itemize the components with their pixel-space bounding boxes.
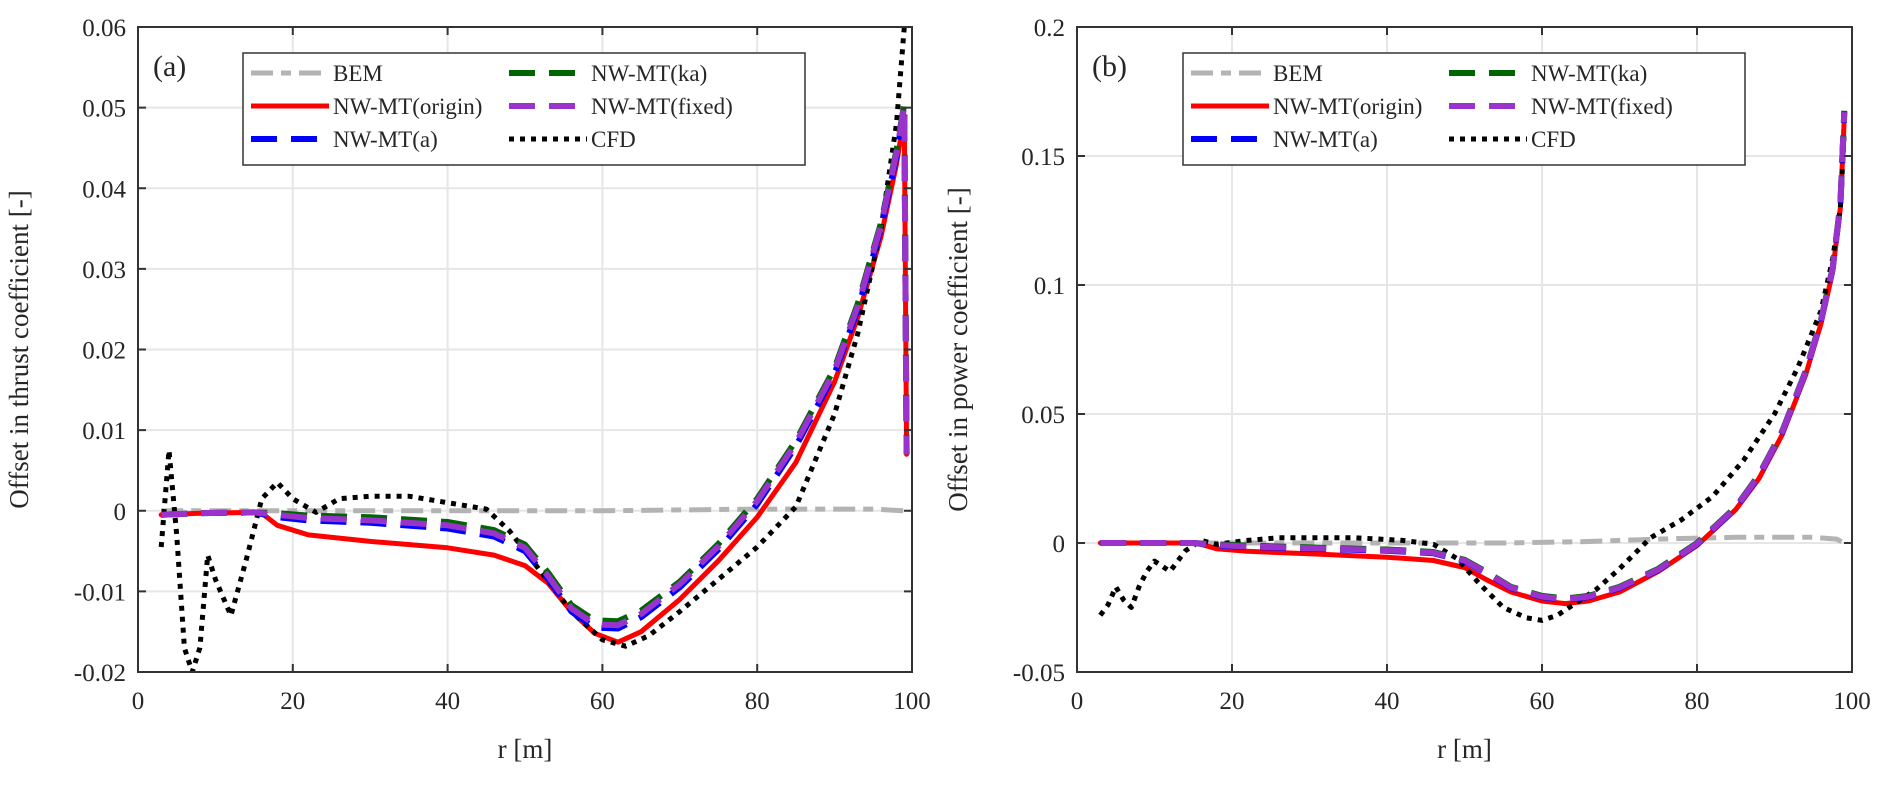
y-tick-label: 0.06 xyxy=(82,15,126,42)
legend-item-nw-mt-origin: NW-MT(origin) xyxy=(251,94,482,119)
series-group xyxy=(1097,110,1848,623)
x-tick-label: 0 xyxy=(1071,688,1084,715)
y-axis-label: Offset in thrust coefficient [-] xyxy=(4,190,34,508)
x-tick-label: 20 xyxy=(1220,688,1245,715)
x-axis-label: r [m] xyxy=(1437,734,1492,764)
series-line-cfd xyxy=(1098,130,1847,623)
legend-item-bem: BEM xyxy=(1191,61,1323,86)
legend-label: NW-MT(origin) xyxy=(333,94,482,119)
series-group xyxy=(158,27,910,672)
x-tick-label: 0 xyxy=(132,688,145,715)
series-line-nw-mt-origin xyxy=(1097,114,1847,607)
panel-label: (b) xyxy=(1092,50,1127,83)
series-line-nw-mt-ka xyxy=(161,100,910,625)
y-tick-labels: -0.02 -0.01 0 0.01 0.02 0.03 0.04 0.05 0.06 xyxy=(74,15,127,687)
legend-item-bem: BEM xyxy=(251,61,383,86)
x-tick-label: 60 xyxy=(590,688,615,715)
legend-label: BEM xyxy=(333,61,383,86)
legend-item-cfd: CFD xyxy=(509,127,636,152)
legend: BEM NW-MT(origin) NW-MT(a) NW-MT(ka) NW-MT(f… xyxy=(1182,52,1746,166)
series-line-nw-mt-fixed xyxy=(1100,111,1848,603)
panel-a: 0 20 40 60 80 100 -0.02 -0.01 0 0.01 0.02 0.03 0.04… xyxy=(4,15,931,764)
x-tick-label: 60 xyxy=(1530,688,1555,715)
x-tick-label: 40 xyxy=(435,688,460,715)
y-tick-label: -0.05 xyxy=(1013,660,1065,687)
series-line-bem xyxy=(1100,534,1846,546)
x-tick-label: 40 xyxy=(1375,688,1400,715)
legend-label: NW-MT(fixed) xyxy=(1531,94,1673,119)
legend-item-cfd: CFD xyxy=(1449,127,1576,152)
legend-label: BEM xyxy=(1273,61,1323,86)
legend-label: CFD xyxy=(1531,127,1576,152)
y-tick-label: 0.02 xyxy=(82,338,126,365)
tick-marks xyxy=(137,26,913,673)
y-tick-label: 0.01 xyxy=(82,418,126,445)
x-axis-label: r [m] xyxy=(498,734,553,764)
legend-label: NW-MT(origin) xyxy=(1273,94,1422,119)
legend-label: NW-MT(a) xyxy=(1273,127,1378,152)
legend-item-nw-mt-fixed: NW-MT(fixed) xyxy=(509,94,733,119)
x-tick-label: 100 xyxy=(893,688,931,715)
series-line-nw-mt-a xyxy=(161,104,910,632)
legend-item-nw-mt-ka: NW-MT(ka) xyxy=(1449,61,1647,86)
legend-item-nw-mt-origin: NW-MT(origin) xyxy=(1191,94,1422,119)
series-line-nw-mt-a xyxy=(1100,111,1848,603)
legend: BEM NW-MT(origin) NW-MT(a) NW-MT(ka) NW-MT(f… xyxy=(242,52,806,166)
y-tick-label: 0.05 xyxy=(1021,402,1065,429)
x-tick-label: 80 xyxy=(745,688,770,715)
y-tick-label: 0.15 xyxy=(1021,144,1065,171)
legend-item-nw-mt-ka: NW-MT(ka) xyxy=(509,61,707,86)
y-tick-labels: -0.05 0 0.05 0.1 0.15 0.2 xyxy=(1013,15,1065,687)
series-line-nw-mt-fixed xyxy=(161,103,910,629)
tick-marks xyxy=(1076,26,1853,673)
legend-item-nw-mt-a: NW-MT(a) xyxy=(1191,127,1378,152)
y-tick-label: 0.03 xyxy=(82,257,126,284)
x-tick-label: 20 xyxy=(280,688,305,715)
series-line-bem xyxy=(161,506,905,514)
legend-label: NW-MT(ka) xyxy=(591,61,707,86)
x-tick-labels: 0 20 40 60 80 100 xyxy=(1071,688,1871,715)
series-line-nw-mt-ka xyxy=(1100,110,1848,602)
y-tick-label: 0.2 xyxy=(1034,15,1065,42)
y-tick-label: 0 xyxy=(114,499,127,526)
y-tick-label: 0.1 xyxy=(1034,273,1065,300)
panel-label: (a) xyxy=(153,50,186,83)
x-tick-labels: 0 20 40 60 80 100 xyxy=(132,688,931,715)
legend-item-nw-mt-a: NW-MT(a) xyxy=(251,127,438,152)
y-tick-label: 0.05 xyxy=(82,96,126,123)
legend-label: CFD xyxy=(591,127,636,152)
y-tick-label: -0.01 xyxy=(74,579,126,606)
x-tick-label: 80 xyxy=(1685,688,1710,715)
legend-label: NW-MT(ka) xyxy=(1531,61,1647,86)
plot-frame xyxy=(1076,26,1853,673)
y-axis-label: Offset in power coefficient [-] xyxy=(943,187,973,511)
legend-label: NW-MT(fixed) xyxy=(591,94,733,119)
y-tick-label: -0.02 xyxy=(74,660,126,687)
x-tick-label: 100 xyxy=(1833,688,1871,715)
y-tick-label: 0.04 xyxy=(82,176,126,203)
y-tick-label: 0 xyxy=(1053,531,1066,558)
legend-item-nw-mt-fixed: NW-MT(fixed) xyxy=(1449,94,1673,119)
legend-label: NW-MT(a) xyxy=(333,127,438,152)
